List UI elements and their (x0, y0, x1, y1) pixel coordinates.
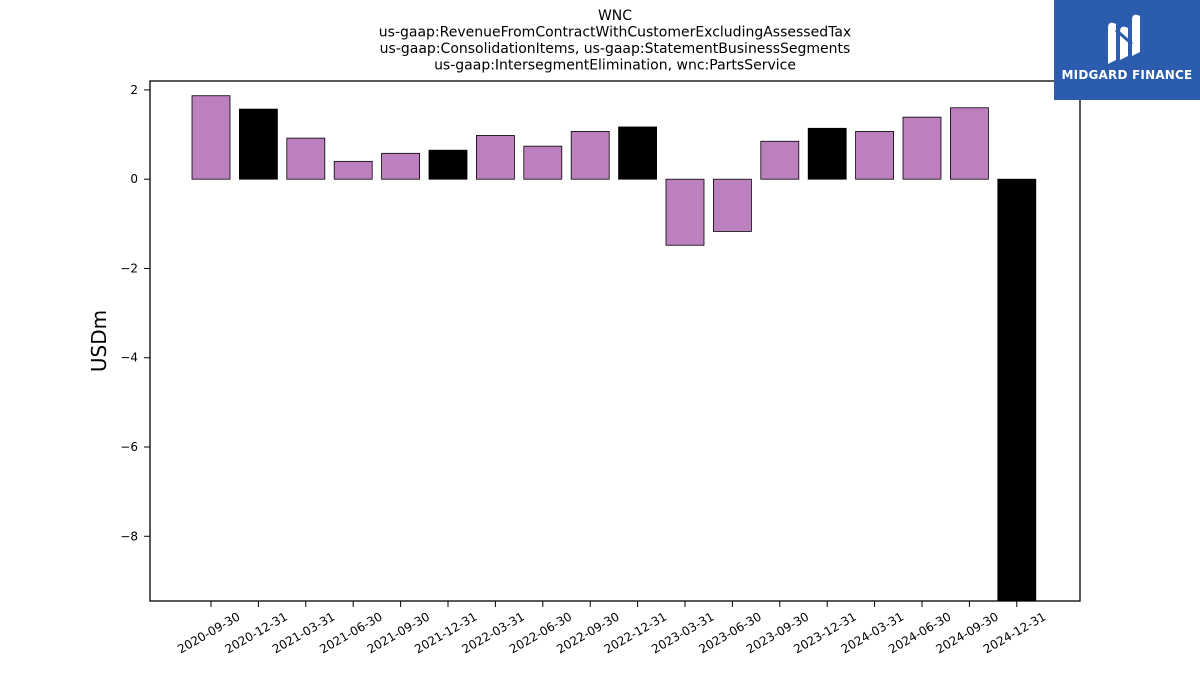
bar-2022-09-30 (570, 131, 610, 180)
bar-2023-12-31 (807, 127, 847, 180)
bar-2022-12-31 (618, 126, 657, 180)
bar-2023-06-30 (713, 178, 752, 232)
y-axis-label: USDm (87, 310, 111, 372)
bar-2022-06-30 (523, 145, 563, 180)
bar-2024-12-31 (997, 178, 1037, 602)
bar-2024-09-30 (950, 107, 989, 180)
y-tick-label: 0 (130, 172, 138, 186)
plot-frame (149, 80, 1081, 602)
y-tick-label: −6 (120, 440, 138, 454)
chart-title-line: us-gaap:ConsolidationItems, us-gaap:Stat… (380, 41, 851, 57)
bar-2024-06-30 (902, 116, 942, 180)
bar-2021-09-30 (381, 152, 421, 180)
y-tick-label: −4 (120, 351, 138, 365)
chart-title-line: us-gaap:IntersegmentElimination, wnc:Par… (434, 58, 796, 74)
y-tick-label: −8 (120, 529, 138, 543)
midgard-finance-logo: MIDGARD FINANCE (1054, 0, 1200, 100)
y-tick-label: −2 (120, 261, 138, 275)
bar-2024-03-31 (855, 131, 894, 180)
chart-title-line: us-gaap:RevenueFromContractWithCustomerE… (379, 25, 851, 41)
y-tick-label: 2 (130, 83, 138, 97)
chart-title-line: WNC (598, 8, 632, 24)
bar-2023-09-30 (760, 140, 800, 180)
logo-text: MIDGARD FINANCE (1061, 68, 1193, 82)
bar-2022-03-31 (475, 135, 515, 180)
bar-2021-06-30 (333, 160, 373, 180)
midgard-finance-logo-icon (1108, 14, 1140, 65)
x-axis: 2020-09-302020-12-312021-03-312021-06-30… (175, 601, 1048, 656)
y-axis: 2 0 −2 −4 −6 −8 (120, 83, 150, 543)
bar-2020-12-31 (238, 108, 278, 180)
bar-2021-03-31 (286, 137, 326, 180)
bar-2021-12-31 (428, 149, 468, 180)
bars (191, 95, 1037, 602)
chart-title: WNCus-gaap:RevenueFromContractWithCustom… (379, 8, 851, 74)
bar-2020-09-30 (191, 95, 231, 180)
bar-2023-03-31 (665, 178, 705, 246)
